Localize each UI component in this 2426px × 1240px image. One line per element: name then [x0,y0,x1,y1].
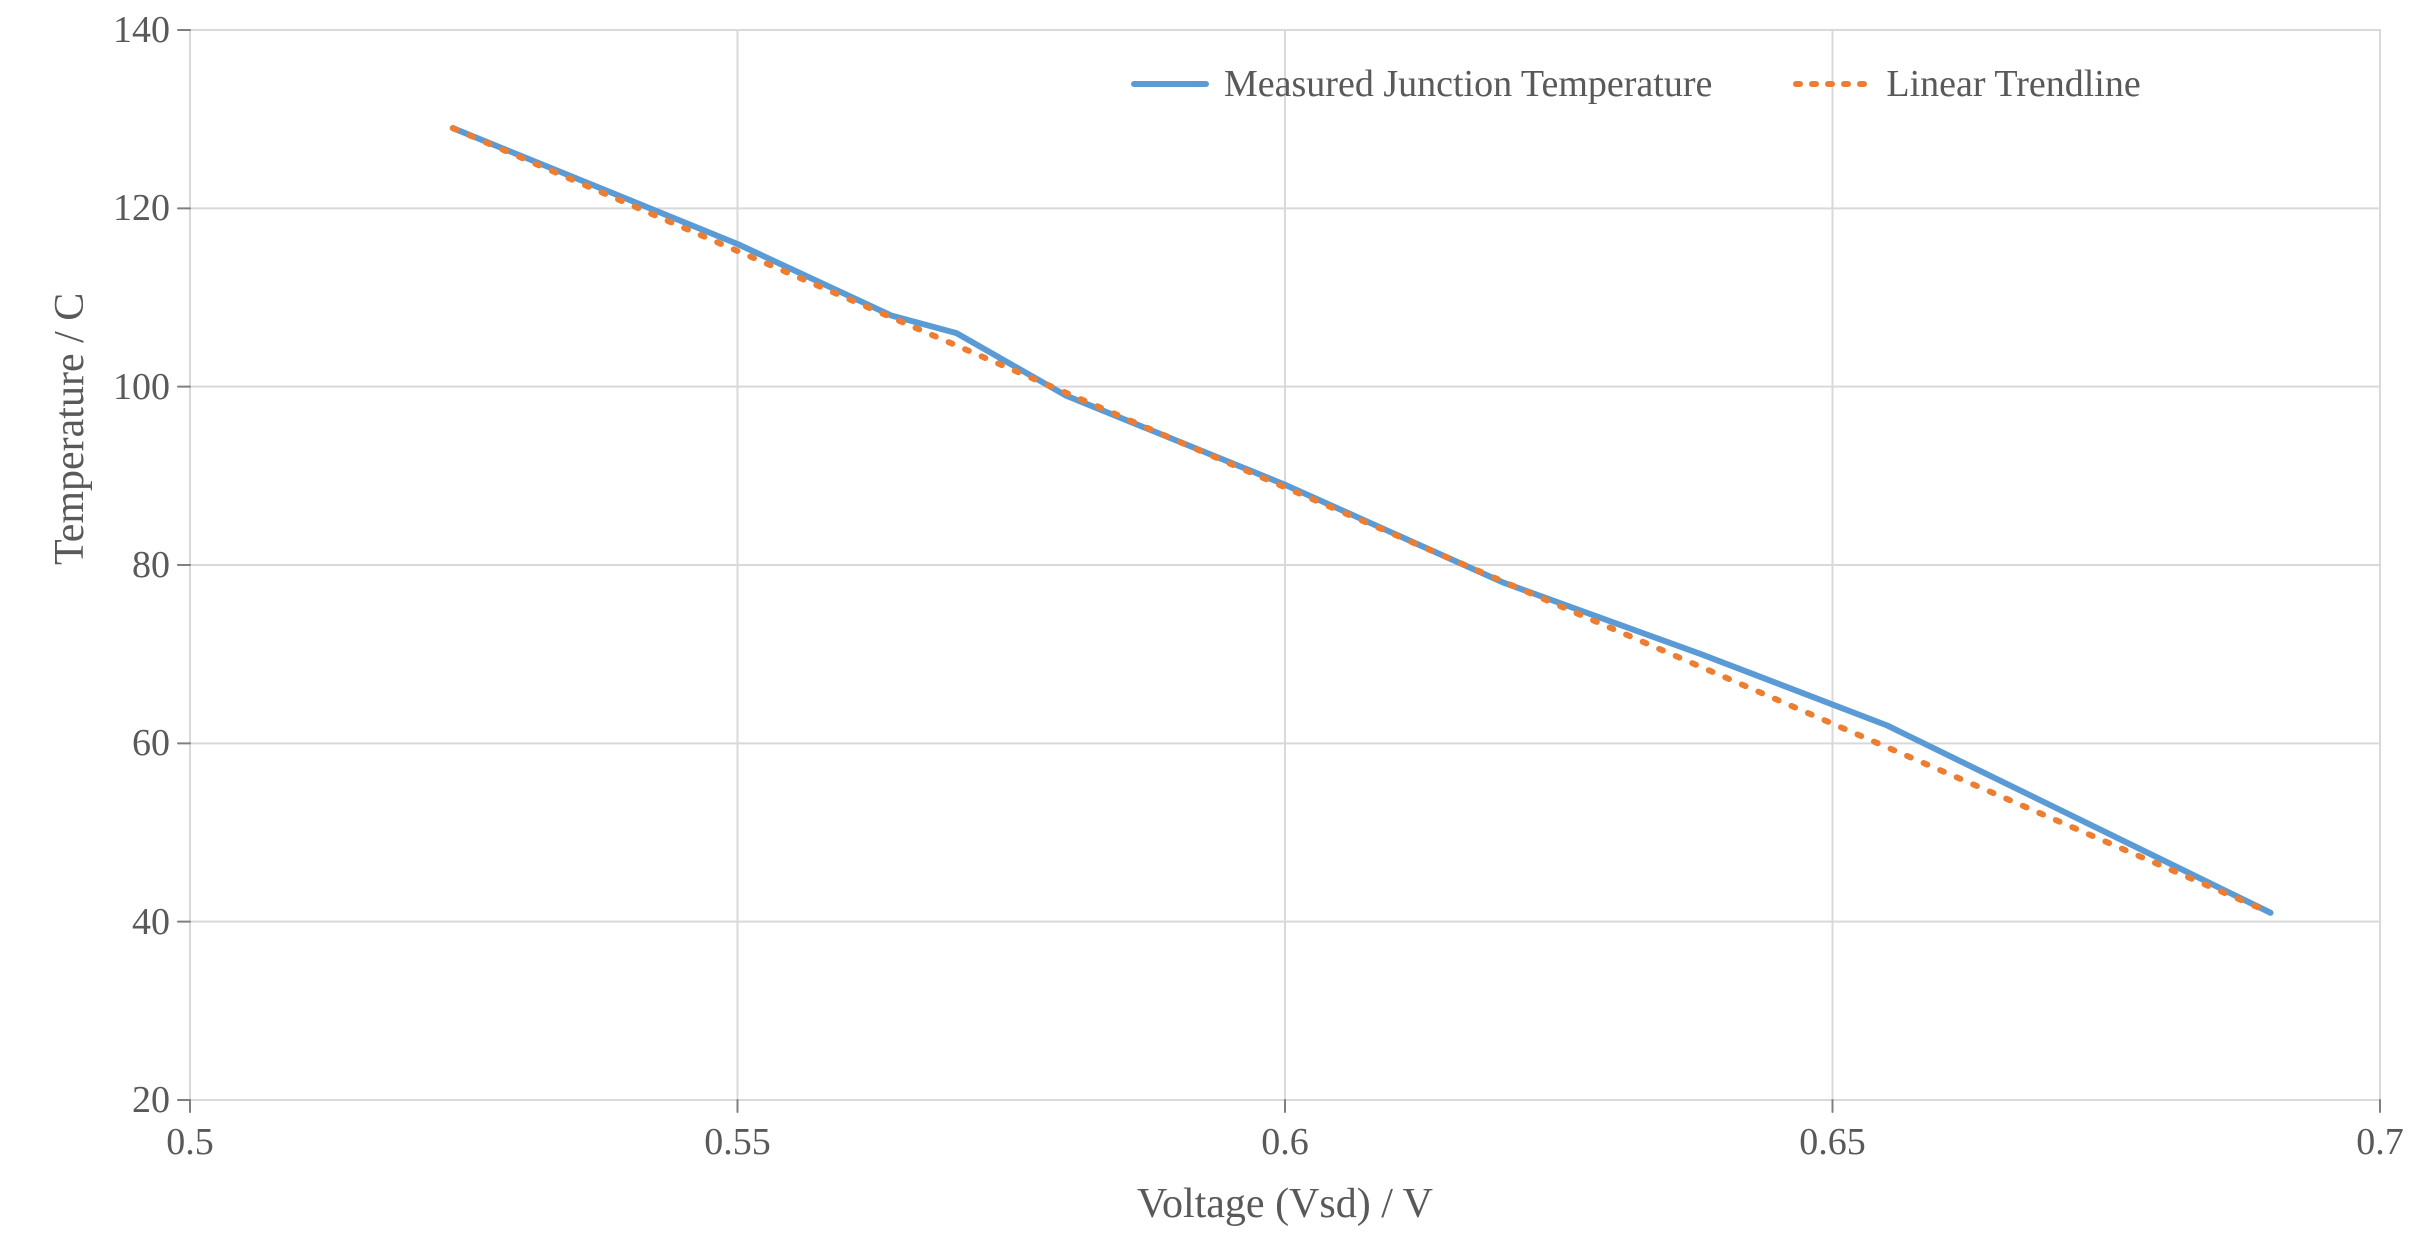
chart-container: Measured Junction Temperature Linear Tren… [0,0,2426,1240]
y-axis-label: Temperature / C [46,293,94,565]
x-tick-label: 0.65 [1799,1120,1866,1164]
legend-swatch [1792,74,1872,94]
x-tick-label: 0.7 [2356,1120,2404,1164]
y-tick-label: 80 [132,543,170,587]
y-tick-label: 20 [132,1078,170,1122]
plot-area [0,0,2426,1240]
y-tick-label: 120 [113,186,170,230]
x-tick-label: 0.5 [166,1120,214,1164]
legend-label: Linear Trendline [1886,62,2140,106]
legend-item: Measured Junction Temperature [1130,62,1712,106]
legend-label: Measured Junction Temperature [1224,62,1712,106]
legend-swatch [1130,74,1210,94]
y-tick-label: 100 [113,365,170,409]
y-tick-label: 140 [113,8,170,52]
legend-item: Linear Trendline [1792,62,2140,106]
y-tick-label: 60 [132,721,170,765]
x-tick-label: 0.6 [1261,1120,1309,1164]
legend: Measured Junction Temperature Linear Tren… [1130,62,2141,106]
x-axis-label: Voltage (Vsd) / V [1137,1180,1433,1228]
y-tick-label: 40 [132,900,170,944]
series-linear-trendline [453,128,2271,913]
x-tick-label: 0.55 [704,1120,771,1164]
